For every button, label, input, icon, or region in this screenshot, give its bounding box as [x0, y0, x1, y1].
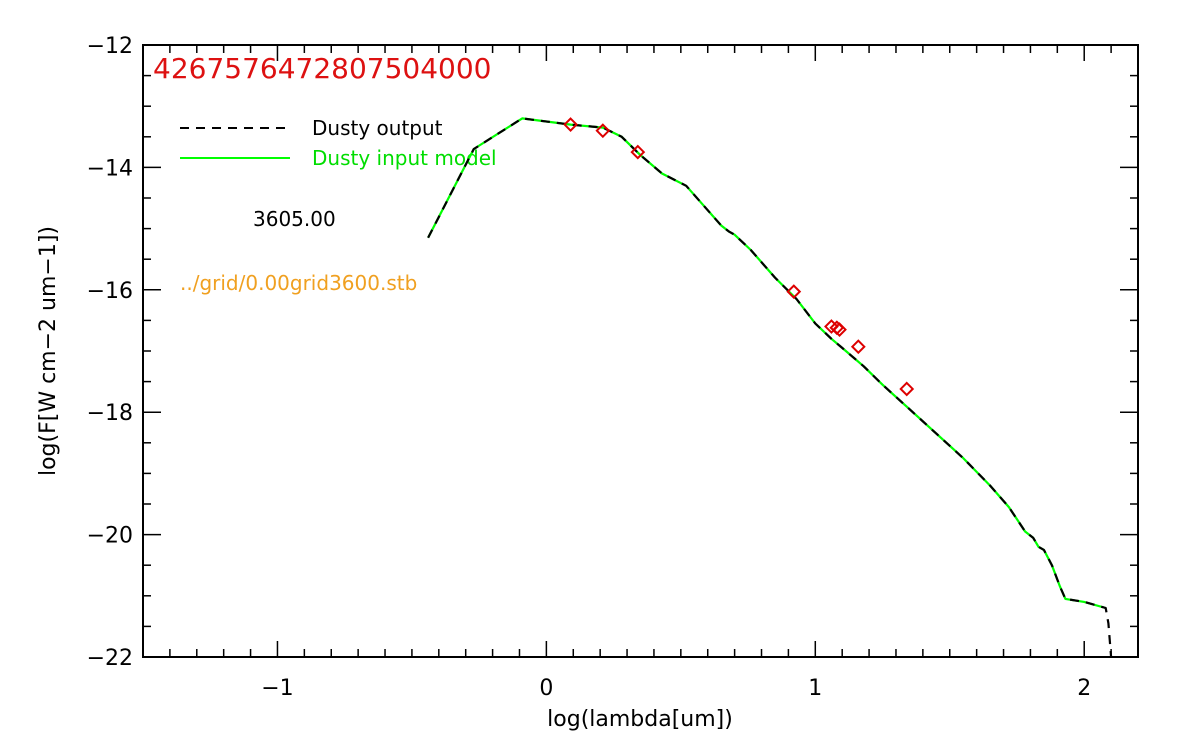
- photometry-point: [786, 284, 802, 300]
- y-tick-label: −12: [87, 34, 133, 59]
- legend-dusty-output-label: Dusty output: [312, 116, 443, 140]
- y-tick-label: −20: [87, 524, 133, 549]
- photometry-point: [563, 117, 578, 132]
- y-tick-label: −22: [87, 646, 133, 671]
- x-tick-label: 1: [808, 676, 822, 701]
- series-line-dusty-output: [427, 117, 1113, 658]
- axis-tick-labels: −1 0 1 2 −22 −20 −18 −16 −14 −12: [87, 34, 1092, 701]
- value-annotation: 3605.00: [253, 207, 336, 231]
- plot-frame: [142, 44, 1139, 658]
- photometry-point: [630, 144, 646, 160]
- photometry-point: [832, 322, 847, 337]
- series-layer: [427, 117, 1113, 658]
- y-tick-label: −14: [87, 156, 133, 181]
- axis-ticks: [142, 44, 1139, 658]
- y-tick-label: −18: [87, 401, 133, 426]
- photometry-point: [850, 339, 866, 355]
- y-axis-title: log(F[W cm−2 um−1]): [36, 226, 61, 476]
- path-annotation: ../grid/0.00grid3600.stb: [180, 271, 417, 295]
- photometry-point: [899, 381, 915, 397]
- y-tick-label: −16: [87, 279, 133, 304]
- legend: Dusty output Dusty input model: [180, 116, 497, 170]
- series-line-dusty-input-model: [427, 117, 1107, 610]
- x-tick-label: 0: [539, 676, 553, 701]
- photometry-point: [595, 123, 611, 139]
- x-axis-title: log(lambda[um]): [547, 707, 733, 732]
- chart-title: 4267576472807504000: [153, 52, 491, 85]
- x-tick-label: −1: [261, 676, 293, 701]
- x-tick-label: 2: [1077, 676, 1091, 701]
